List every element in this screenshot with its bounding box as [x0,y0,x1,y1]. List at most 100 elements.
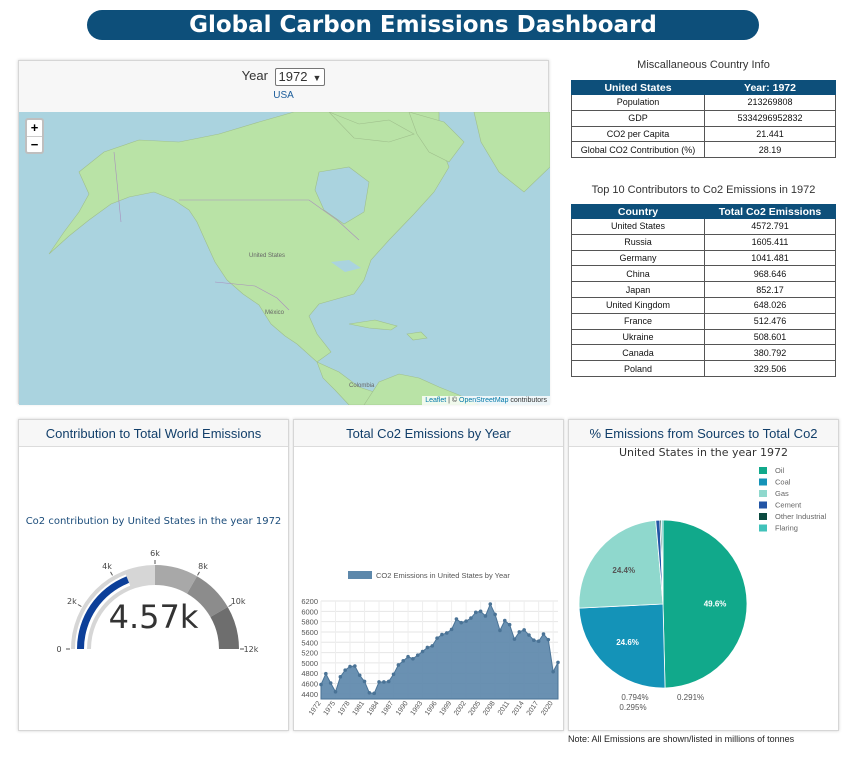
misc-info-title: Miscallaneous Country Info [637,59,770,71]
leaflet-link[interactable]: Leaflet [425,397,447,404]
area-point [377,680,381,684]
x-tick-label: 1984 [366,700,381,717]
area-point [362,679,367,684]
area-point [386,679,391,684]
gauge-tick-label: 0 [56,645,61,654]
area-point [541,632,546,636]
area-point [324,671,328,676]
gauge-tick-label: 4k [102,562,112,571]
attribution-suffix: contributors [508,397,547,404]
y-tick-label: 5800 [301,618,318,627]
x-tick-label: 2020 [540,700,555,717]
y-tick-label: 4600 [301,680,318,689]
top10-row: United Kingdom 648.026 [571,296,836,314]
area-point [493,612,497,617]
pie-legend-swatch [759,490,767,497]
map-attribution: Leaflet | © OpenStreetMap contributors [422,396,550,405]
misc-info-label: CO2 per Capita [571,125,705,143]
area-point [502,618,507,623]
area-point [425,645,430,650]
area-point [512,637,517,641]
area-point [551,669,555,674]
x-tick-label: 1990 [395,700,410,717]
x-tick-label: 1978 [337,700,352,717]
top10-row: Germany 1041.481 [571,249,836,267]
top10-table: Country Total Co2 Emissions United State… [571,204,836,377]
top10-value: 1605.411 [704,233,836,251]
map-canvas[interactable]: United States México Colombia + − Leafle… [19,112,550,405]
map-label-colombia: Colombia [349,383,375,389]
x-tick-label: 2002 [453,700,468,717]
gauge-caption: Co2 contribution by United States in the… [25,516,282,527]
area-point [536,639,541,644]
top10-country: Russia [571,233,705,251]
area-point [435,636,439,640]
year-select[interactable]: 1972 ▼ [274,68,326,86]
pie-slice[interactable] [662,519,748,689]
area-point [348,664,352,669]
area-point [556,660,560,665]
pie-slice[interactable] [578,603,666,689]
contribution-card: Contribution to Total World Emissions Co… [18,419,289,731]
pie-slice[interactable] [578,519,664,609]
gauge-band-1 [155,565,197,594]
top10-country: Canada [571,344,705,362]
gauge-tick-label: 12k [244,645,259,654]
pie-legend-swatch [759,513,767,520]
area-point [546,637,551,642]
gauge-tick [228,604,233,607]
x-tick-label: 1993 [410,700,425,717]
x-tick-label: 2017 [526,700,541,717]
area-point [328,681,333,685]
pie-chart: 49.6% 24.6% 24.4% 0.794%0.295% 0.291% Oil Coal… [578,466,827,712]
y-tick-label: 5600 [301,628,318,637]
total-emissions-card-title: Total Co2 Emissions by Year [294,420,563,447]
misc-info-row: CO2 per Capita 21.441 [571,125,836,143]
zoom-in-button[interactable]: + [30,120,39,135]
map-tiles[interactable]: United States México Colombia [19,112,550,405]
units-note: Note: All Emissions are shown/listed in … [568,734,795,744]
top10-value: 508.601 [704,328,836,346]
pie-slice[interactable] [661,519,664,605]
x-tick-label: 2011 [497,700,511,716]
y-tick-label: 5400 [301,638,318,647]
area-point [430,644,435,648]
misc-info-row: Population 213269808 [571,94,836,111]
area-point [517,630,522,634]
cuba [348,319,398,331]
y-tick-label: 4800 [301,669,318,678]
gauge-tick-label: 6k [150,549,160,558]
pie-legend-swatch [759,478,767,486]
area-point [396,663,401,667]
pie-label: 24.6% [616,638,639,647]
top10-value: 380.792 [704,344,836,362]
top10-row: Russia 1605.411 [571,233,836,251]
misc-info-header-year: Year: 1972 [704,80,836,95]
gauge-tick [110,571,113,576]
osm-link[interactable]: OpenStreetMap [459,397,509,404]
area-point [411,656,415,661]
area-point [498,628,502,633]
pie-label-small: 0.295% [619,703,646,712]
misc-info-header-country: United States [571,80,705,95]
map-label-mexico: México [265,310,285,316]
top10-value: 648.026 [704,296,836,314]
area-point [464,619,468,623]
x-tick-label: 1996 [424,700,439,717]
area-point [507,622,512,627]
sources-card: % Emissions from Sources to Total Co2 Un… [568,419,839,731]
top10-value: 4572.791 [704,218,836,235]
total-emissions-card: Total Co2 Emissions by Year 4400 4600 4800… [293,419,564,731]
legend-swatch [348,571,372,579]
y-tick-label: 4400 [301,690,318,699]
attribution-sep: | © [446,397,460,404]
zoom-out-button[interactable]: − [27,136,42,152]
area-point [527,633,531,637]
top10-row: Canada 380.792 [571,344,836,362]
x-tick-label: 1975 [322,700,337,717]
pie-legend-label: Flaring [775,524,798,533]
top10-row: Poland 329.506 [571,360,836,377]
misc-info-label: Population [571,94,705,111]
pie-label: 24.4% [612,566,635,575]
central-america [316,361,375,405]
